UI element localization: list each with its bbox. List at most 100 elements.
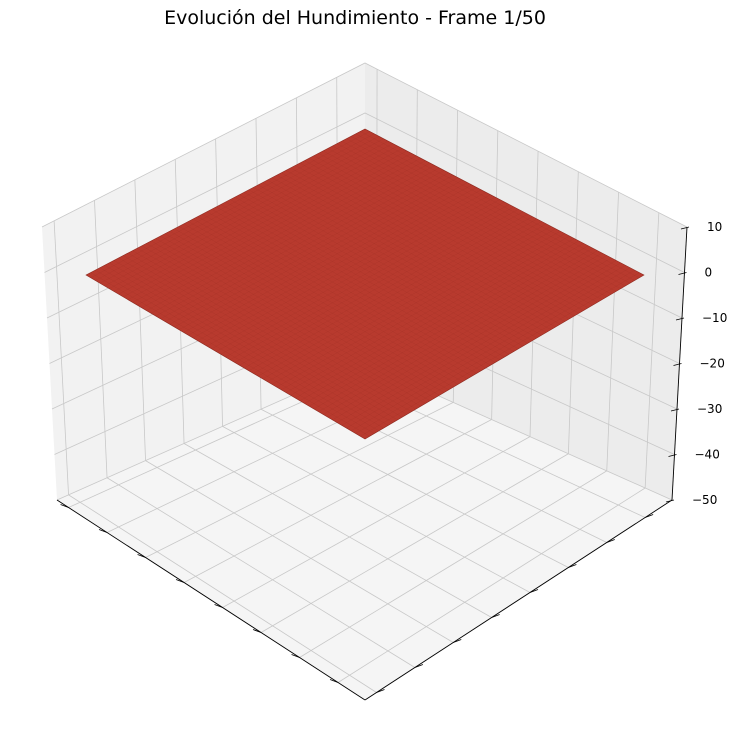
z-tick-label: −50 <box>692 493 717 507</box>
surface-mesh-line <box>146 160 426 311</box>
surface-mesh-line <box>211 209 491 366</box>
surface-mesh-line <box>323 150 603 300</box>
z-axis-line <box>671 226 688 501</box>
surface-mesh-line <box>257 218 538 377</box>
surface-mesh-line <box>285 170 566 322</box>
surface-mesh-line <box>346 138 626 287</box>
y-tick <box>568 564 577 568</box>
surface-mesh-line <box>225 201 505 358</box>
z-tick-label: −40 <box>695 448 720 462</box>
surface-mesh-line <box>295 238 575 399</box>
surface-mesh-line <box>281 231 561 390</box>
y-gridline-floor <box>222 426 531 593</box>
surface-mesh-line <box>360 131 640 278</box>
z-tick <box>680 226 690 230</box>
surface-mesh-line <box>262 182 542 336</box>
x-tick <box>60 504 69 508</box>
axis-layer: 10 0 −10 −20 −30 −40 −50 <box>56 220 727 701</box>
z-tick <box>665 499 675 503</box>
surface-mesh-line <box>113 260 393 423</box>
surface-mesh-line <box>332 257 612 420</box>
surface-mesh-line <box>276 175 556 328</box>
surface-mesh-line <box>318 250 598 412</box>
y-gridline-floor <box>145 460 454 643</box>
surface-mesh-line <box>220 199 500 355</box>
surface-mesh-line <box>192 218 473 377</box>
surface-mesh-line <box>155 238 435 399</box>
x-tick <box>175 579 185 583</box>
surface-mesh-line <box>99 136 380 284</box>
z-tick-label: 10 <box>707 220 722 234</box>
surface-mesh-line <box>290 167 570 319</box>
surface-mesh-line <box>309 245 589 407</box>
surface-mesh-line <box>95 133 375 281</box>
surface-mesh-line <box>332 145 612 295</box>
surface-mesh-line <box>341 141 621 289</box>
z-tick <box>670 408 680 412</box>
surface-mesh-line <box>127 150 407 300</box>
surface-mesh-line <box>99 267 380 431</box>
x-tick <box>252 629 262 633</box>
surface-mesh-line <box>146 243 426 404</box>
surface-mesh-line <box>174 228 454 388</box>
surface-mesh-line <box>183 179 463 333</box>
surface-mesh-line <box>151 162 431 314</box>
surface-mesh-line <box>118 257 398 420</box>
y-gridline-floor <box>106 477 416 668</box>
surface-mesh-line <box>327 148 607 297</box>
surface-mesh-line <box>132 153 412 303</box>
x-gridline-floor <box>183 419 492 583</box>
surface-mesh-line <box>360 272 640 437</box>
surface-mesh-line <box>299 162 579 314</box>
x-gridline-floor <box>260 453 569 633</box>
surface-mesh-line <box>313 248 593 410</box>
z-tick-label: −30 <box>697 402 722 416</box>
x-tick <box>329 679 339 683</box>
surface-mesh-line <box>262 221 542 379</box>
surface-mesh-line <box>169 231 449 390</box>
surface-mesh-line <box>253 216 533 374</box>
surface-mesh-line <box>285 233 566 393</box>
z-gridline <box>41 62 688 228</box>
surface-mesh-line <box>151 240 431 401</box>
surface-mesh-line <box>337 143 617 292</box>
x-tick <box>98 529 108 533</box>
x-gridline-floor <box>337 487 646 683</box>
surface-mesh-line <box>257 184 538 338</box>
surface-mesh-line <box>197 216 477 374</box>
surface-mesh-line <box>350 267 631 431</box>
surface-mesh-line <box>299 240 579 401</box>
surface-mesh-line <box>239 194 519 349</box>
x-gridline-floor <box>145 402 454 558</box>
surface-mesh-line <box>267 179 547 333</box>
surface-mesh-line <box>202 214 482 371</box>
surface-mesh-line <box>355 270 635 434</box>
surface-mesh-line <box>174 175 454 328</box>
y-tick <box>376 689 385 693</box>
z-tick <box>678 272 687 275</box>
x-gridline-vertical <box>134 179 146 461</box>
surface-mesh-line <box>127 252 407 415</box>
surface-mesh-line <box>271 226 552 385</box>
z-tick <box>668 454 677 457</box>
x-tick <box>214 604 223 608</box>
surface-mesh-line <box>234 197 514 352</box>
surface-mesh-line <box>313 155 593 306</box>
surface-mesh-line <box>220 204 500 360</box>
surface-mesh-line <box>211 194 491 349</box>
floor-pane <box>57 363 672 700</box>
surface-mesh-line <box>216 197 496 352</box>
surface-mesh-line <box>137 248 417 410</box>
x-gridline-vertical <box>53 220 69 495</box>
surface-mesh-line <box>244 192 524 347</box>
surface-mesh-line <box>109 141 389 289</box>
surface-mesh-line <box>337 260 617 423</box>
surface-mesh-line <box>304 243 584 404</box>
surface-mesh-line <box>318 153 598 303</box>
z-gridline <box>44 112 685 273</box>
surface-mesh-line <box>118 145 398 295</box>
surface-mesh-line <box>178 226 459 385</box>
x-gridline-floor <box>222 436 531 608</box>
surface-mesh-line <box>290 235 570 396</box>
